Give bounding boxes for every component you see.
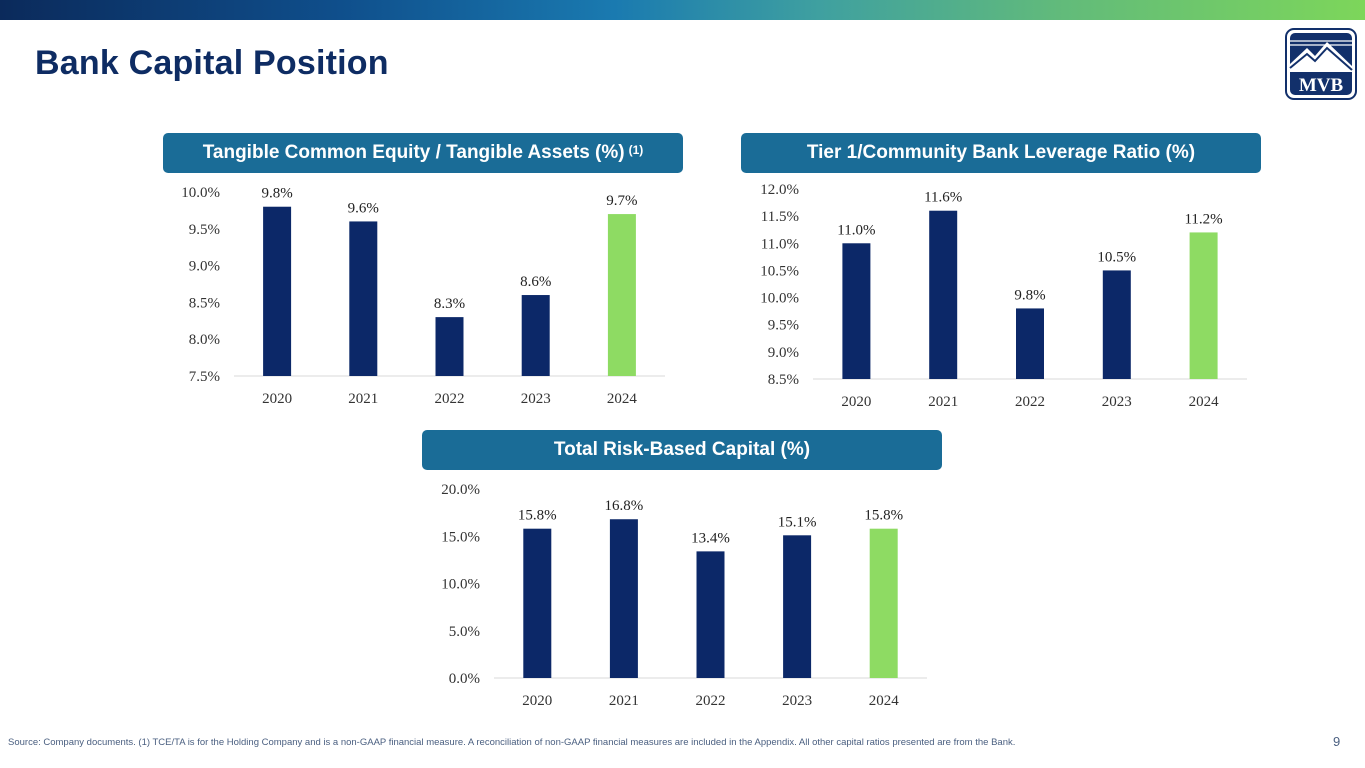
tier1-value-label-2021: 11.6%: [924, 190, 962, 206]
tier1-value-label-2023: 10.5%: [1097, 249, 1136, 265]
tce-header-label: Tangible Common Equity / Tangible Assets…: [202, 142, 625, 163]
tier1-y-tick-label: 11.0%: [761, 236, 799, 252]
trbc-y-tick-label: 10.0%: [441, 577, 480, 593]
trbc-bar-2023: [783, 535, 812, 678]
trbc-value-label-2021: 16.8%: [605, 498, 644, 514]
tce-bar-2023: [521, 295, 550, 376]
tce-value-label-2023: 8.6%: [520, 274, 551, 290]
tier1-value-label-2024: 11.2%: [1184, 211, 1222, 227]
tce-bar-2024: [607, 214, 636, 376]
tce-y-tick-label: 9.0%: [189, 259, 220, 275]
tce-bar-2021: [349, 221, 378, 376]
tier1-x-tick-label: 2020: [841, 394, 871, 410]
tier1-y-tick-label: 9.0%: [768, 345, 799, 361]
trbc-value-label-2024: 15.8%: [864, 508, 903, 524]
tce-x-tick-label: 2022: [435, 391, 465, 407]
tier1-y-tick-label: 12.0%: [760, 182, 799, 198]
tier1-x-tick-label: 2022: [1015, 394, 1045, 410]
tier1-value-label-2022: 9.8%: [1014, 287, 1045, 303]
tce-value-label-2020: 9.8%: [261, 186, 292, 202]
logo-text: MVB: [1299, 75, 1344, 96]
tier1-y-tick-label: 8.5%: [768, 372, 799, 388]
tier1-chart-header: Tier 1/Community Bank Leverage Ratio (%): [741, 133, 1261, 173]
top-gradient-band: [0, 0, 1365, 20]
tce-y-tick-label: 10.0%: [181, 185, 220, 201]
tce-value-label-2021: 9.6%: [348, 200, 379, 216]
tier1-bar-2024: [1189, 232, 1218, 379]
trbc-y-tick-label: 0.0%: [449, 671, 480, 687]
tier1-x-tick-label: 2021: [928, 394, 958, 410]
tce-x-tick-label: 2021: [348, 391, 378, 407]
tce-header-superscript: (1): [628, 143, 644, 157]
tier1-x-tick-label: 2023: [1102, 394, 1132, 410]
trbc-bar-2022: [696, 551, 725, 678]
trbc-bar-2020: [523, 528, 552, 678]
tce-y-tick-label: 9.5%: [189, 222, 220, 238]
trbc-x-tick-label: 2020: [522, 693, 552, 709]
trbc-y-tick-label: 5.0%: [449, 624, 480, 640]
tier1-y-tick-label: 10.5%: [760, 263, 799, 279]
tier1-bar-2023: [1102, 270, 1131, 379]
tier1-bar-2022: [1016, 308, 1044, 379]
tier1-x-tick-label: 2024: [1189, 394, 1220, 410]
trbc-value-label-2020: 15.8%: [518, 508, 557, 524]
trbc-header-label: Total Risk-Based Capital (%): [553, 439, 811, 460]
tce-y-tick-label: 8.0%: [189, 332, 220, 348]
tier1-y-tick-label: 11.5%: [761, 209, 799, 225]
trbc-y-tick-label: 20.0%: [441, 482, 480, 498]
tier1-bar-2021: [929, 210, 958, 379]
tier1-y-tick-label: 9.5%: [768, 318, 799, 334]
tce-value-label-2024: 9.7%: [606, 193, 637, 209]
tce-y-tick-label: 7.5%: [189, 369, 220, 385]
tce-bar-2020: [263, 206, 292, 376]
trbc-x-tick-label: 2024: [869, 693, 900, 709]
trbc-x-tick-label: 2023: [782, 693, 812, 709]
tier1-header-label: Tier 1/Community Bank Leverage Ratio (%): [806, 142, 1196, 163]
source-footnote: Source: Company documents. (1) TCE/TA is…: [8, 737, 1016, 748]
page-title: Bank Capital Position: [35, 44, 389, 82]
tce-x-tick-label: 2023: [521, 391, 551, 407]
trbc-y-tick-label: 15.0%: [441, 529, 480, 545]
tce-y-tick-label: 8.5%: [189, 295, 220, 311]
tce-bar-2022: [435, 317, 464, 376]
trbc-value-label-2022: 13.4%: [691, 530, 730, 546]
page-number: 9: [1333, 734, 1341, 749]
trbc-bar-2024: [869, 528, 898, 678]
mvb-logo: MVB: [1285, 28, 1357, 100]
tier1-y-tick-label: 10.0%: [760, 291, 799, 307]
tier1-bar-2020: [842, 243, 871, 379]
trbc-chart-header: Total Risk-Based Capital (%): [422, 430, 942, 470]
trbc-value-label-2023: 15.1%: [778, 514, 817, 530]
tce-x-tick-label: 2020: [262, 391, 292, 407]
trbc-bar-2021: [609, 519, 638, 678]
tce-value-label-2022: 8.3%: [434, 296, 465, 312]
trbc-x-tick-label: 2021: [609, 693, 639, 709]
tce-x-tick-label: 2024: [607, 391, 638, 407]
trbc-x-tick-label: 2022: [696, 693, 726, 709]
tier1-value-label-2020: 11.0%: [837, 222, 875, 238]
tce-chart-header: Tangible Common Equity / Tangible Assets…: [163, 133, 683, 173]
